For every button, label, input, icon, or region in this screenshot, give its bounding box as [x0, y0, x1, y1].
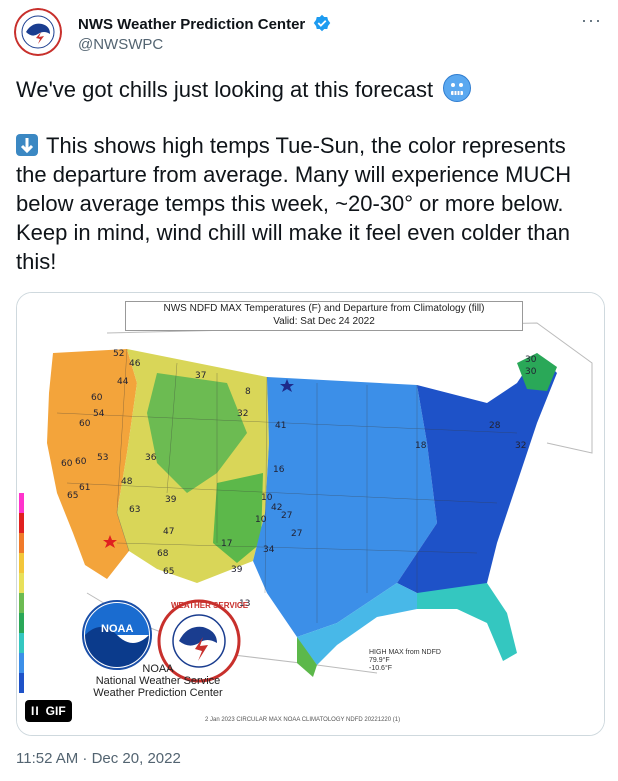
- down-arrow-emoji-icon: [16, 134, 38, 156]
- temp-label: 27: [291, 529, 303, 539]
- map-title: NWS NDFD MAX Temperatures (F) and Depart…: [125, 301, 523, 331]
- temp-label: 44: [117, 377, 129, 387]
- temp-label: 30: [525, 355, 537, 365]
- display-name-text[interactable]: NWS Weather Prediction Center: [78, 16, 306, 33]
- temp-label: 39: [165, 495, 177, 505]
- map-title-line-2: Valid: Sat Dec 24 2022: [273, 316, 375, 327]
- legend-note-3: -10.6°F: [369, 665, 393, 672]
- gif-label: GIF: [45, 704, 66, 718]
- temp-label: 13: [239, 599, 251, 609]
- legend-note-1: HIGH MAX from NDFD: [369, 649, 441, 656]
- temp-label: 52: [113, 349, 125, 359]
- temp-label: 60: [75, 457, 87, 467]
- display-name[interactable]: NWS Weather Prediction Center: [78, 14, 331, 33]
- tweet-line-1-text: We've got chills just looking at this fo…: [16, 77, 434, 102]
- temp-label: 48: [121, 477, 133, 487]
- temp-label: 16: [273, 465, 285, 475]
- media-gif[interactable]: NWS NDFD MAX Temperatures (F) and Depart…: [16, 292, 605, 736]
- temp-label: 65: [67, 491, 79, 501]
- temp-label: 36: [145, 453, 157, 463]
- temp-label: 10: [255, 515, 267, 525]
- gif-badge[interactable]: II GIF: [25, 700, 72, 722]
- map-legend-note: HIGH MAX from NDFD 79.9°F -10.6°F: [369, 649, 441, 673]
- tweet-paragraph-2-text: This shows high temps Tue-Sun, the color…: [16, 133, 572, 274]
- temp-label: 60: [61, 459, 73, 469]
- temp-label: 8: [245, 387, 251, 397]
- temp-label: 10: [261, 493, 273, 503]
- temp-label: 54: [93, 409, 105, 419]
- more-options-icon[interactable]: ···: [581, 10, 602, 30]
- tweet-header: NWS Weather Prediction Center @NWSWPC ··…: [12, 6, 606, 56]
- temp-label: 30: [525, 367, 537, 377]
- seal-text: WEATHER SERVICE: [171, 601, 249, 610]
- map-title-line-1: NWS NDFD MAX Temperatures (F) and Depart…: [163, 303, 485, 314]
- tweet-paragraph-2: This shows high temps Tue-Sun, the color…: [16, 131, 601, 276]
- temp-label: 41: [275, 421, 287, 431]
- verified-badge-icon: [314, 14, 331, 32]
- temp-label: 68: [157, 549, 169, 559]
- temp-label: 46: [129, 359, 141, 369]
- temp-label: 32: [515, 441, 527, 451]
- temp-label: 61: [79, 483, 91, 493]
- pause-icon[interactable]: II: [31, 704, 40, 718]
- cold-face-emoji-icon: [443, 74, 472, 102]
- tweet-text: We've got chills just looking at this fo…: [16, 74, 601, 276]
- temp-label: 34: [263, 545, 275, 555]
- temp-label: 37: [195, 371, 207, 381]
- nws-seal-icon: [14, 8, 62, 56]
- noaa-logo-icon: [82, 600, 152, 670]
- temp-label: 53: [97, 453, 109, 463]
- nws-logo-icon: [157, 599, 241, 683]
- noaa-logo-text: NOAA: [101, 623, 134, 635]
- temp-label: 63: [129, 505, 141, 515]
- temp-label: 32: [237, 409, 249, 419]
- temp-label: 27: [281, 511, 293, 521]
- temp-label: 65: [163, 567, 175, 577]
- temperature-map: [17, 293, 604, 735]
- legend-note-2: 79.9°F: [369, 657, 390, 664]
- color-scale: [19, 493, 24, 693]
- tweet-line-1: We've got chills just looking at this fo…: [16, 74, 601, 104]
- temp-label: 47: [163, 527, 175, 537]
- temp-label: 60: [91, 393, 103, 403]
- noaa-caption: NOAA: [142, 663, 174, 675]
- temp-label: 17: [221, 539, 233, 549]
- org-caption: NOAA National Weather Service Weather Pr…: [73, 663, 243, 699]
- org-line-1: National Weather Service: [95, 675, 221, 687]
- temp-label: 28: [489, 421, 501, 431]
- avatar[interactable]: [14, 8, 62, 56]
- handle[interactable]: @NWSWPC: [78, 36, 164, 53]
- map-footer-note: 2 Jan 2023 CIRCULAR MAX NOAA CLIMATOLOGY…: [205, 717, 401, 723]
- tweet-timestamp[interactable]: 11:52 AM · Dec 20, 2022: [16, 750, 181, 767]
- temp-label: 42: [271, 503, 283, 513]
- org-line-2: Weather Prediction Center: [93, 687, 223, 699]
- temp-label: 39: [231, 565, 243, 575]
- temp-label: 60: [79, 419, 91, 429]
- temp-label: 18: [415, 441, 427, 451]
